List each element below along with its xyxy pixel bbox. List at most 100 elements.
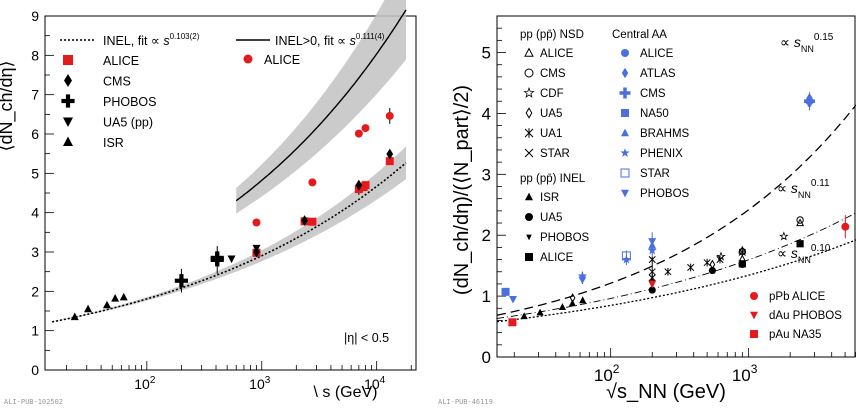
data-point-pp-asterisk	[703, 258, 711, 267]
data-point-isr-triup	[102, 300, 111, 309]
legend-marker-pp-inel-phobos	[526, 234, 532, 241]
left-xtick-label: 103	[249, 375, 271, 392]
legend-label-pp-nsd-alice: ALICE	[540, 48, 574, 60]
legend-marker-alice	[63, 55, 73, 65]
legend-label-alice-inel-gt0: ALICE	[264, 53, 300, 67]
fit-curve-aa	[496, 104, 856, 316]
legend-label-pa-dau-phobos: dAu PHOBOS	[769, 310, 842, 322]
data-point-alice-square	[385, 157, 394, 166]
legend-marker-aa-phobos	[621, 189, 629, 198]
legend-title-central-aa: Central AA	[612, 29, 667, 41]
data-point-isr-triup	[119, 292, 128, 301]
fit-curve-inel	[496, 239, 856, 323]
left-ytick-label: 2	[31, 283, 39, 299]
legend-marker-pp-inel-ua5	[525, 213, 533, 221]
legend-label-pp-inel-phobos: PHOBOS	[540, 232, 590, 244]
legend-label-pp-nsd-cdf: CDF	[540, 88, 564, 100]
legend-marker-alice-inel-gt0	[243, 54, 253, 64]
data-point-aa-cross	[803, 95, 815, 107]
legend-marker-aa-phenix	[620, 148, 630, 157]
data-point-pa-square	[508, 318, 517, 327]
legend-marker-pa-dau-phobos	[750, 311, 758, 320]
legend-marker-aa-brahms	[621, 128, 629, 137]
data-point-phobos-cross	[174, 274, 189, 288]
legend-marker-pa-pau-na35	[750, 330, 758, 338]
data-point-pp-triup-open	[738, 245, 747, 254]
legend-label-pp-inel-ua5: UA5	[540, 212, 562, 224]
legend-marker-pp-nsd-ua5	[525, 107, 533, 119]
data-point-phobos-cross	[210, 251, 224, 265]
right-xtick-label: 103	[732, 362, 758, 385]
legend-label-isr: ISR	[103, 136, 124, 150]
legend-label-aa-cms: CMS	[640, 88, 666, 100]
data-point-pp-circle-open	[738, 247, 747, 256]
legend-marker-aa-na50	[621, 109, 629, 117]
data-point-alice-square	[308, 217, 317, 226]
legend-fit-inel-label: INEL, fit ∝ s0.103(2)	[103, 32, 200, 48]
data-point-pp-star-open	[779, 231, 789, 241]
left-xlabel: \ s (GeV)	[313, 384, 377, 401]
right-xlabel: √s_NN (GeV)	[606, 381, 726, 403]
legend-marker-pa-ppb-alice	[750, 292, 758, 300]
legend-label-cms: CMS	[103, 75, 131, 89]
data-point-aa-star	[647, 245, 657, 255]
data-point-aa-triup	[648, 241, 657, 249]
data-point-pp-asterisk	[716, 255, 724, 264]
data-point-pp-asterisk	[687, 263, 695, 272]
data-point-pp-asterisk	[648, 273, 656, 282]
legend-marker-cms	[64, 74, 72, 87]
data-point-pp-asterisk	[664, 267, 672, 276]
data-point-pa-tridown	[648, 280, 657, 289]
data-point-aa-star	[577, 271, 587, 280]
fit-curve-inel-gt0	[235, 9, 407, 202]
fit-label-0-11: ∝ sNN0.11	[777, 178, 830, 200]
legend-marker-aa-alice	[621, 49, 629, 57]
fit-label-0-10: ∝ sNN0.10	[777, 243, 831, 265]
fit-band-inel	[52, 146, 406, 323]
data-point-pa-circle	[841, 222, 850, 231]
right-ytick-label: 1	[482, 287, 491, 306]
legend-marker-phobos	[61, 94, 75, 108]
legend-title-pp-nsd: pp (pp̄) NSD	[520, 29, 584, 41]
data-point-aa-square	[501, 287, 510, 296]
fit-band-inelgt0	[236, 0, 406, 214]
legend-label-pa-ppb-alice: pPb ALICE	[769, 291, 826, 303]
legend-marker-pp-inel-alice	[525, 253, 533, 261]
fit-curve-nsd	[496, 212, 856, 319]
legend-marker-pp-inel-isr	[525, 192, 533, 201]
legend-label-aa-star: STAR	[640, 168, 670, 180]
data-point-ua5-pp--tridown	[252, 244, 261, 253]
left-chart	[44, 0, 417, 371]
legend-label-aa-atlas: ATLAS	[640, 68, 676, 80]
data-point-alice-circle	[252, 218, 261, 227]
legend-label-aa-phenix: PHENIX	[640, 148, 683, 160]
data-point-pp-triup	[520, 312, 528, 320]
legend-marker-aa-atlas	[621, 67, 629, 79]
data-point-pp-circle	[708, 266, 716, 275]
left-ytick-label: 8	[31, 47, 39, 63]
right-ytick-label: 0	[482, 348, 491, 367]
right-ytick-label: 2	[482, 226, 491, 245]
legend-marker-pp-nsd-alice	[524, 47, 534, 57]
data-point-pp-x	[648, 268, 656, 276]
legend-label-aa-alice: ALICE	[640, 48, 674, 60]
fit-curve-inel	[51, 162, 407, 323]
left-ytick-label: 4	[31, 205, 39, 221]
data-point-aa-tridown	[509, 295, 518, 304]
left-ytick-label: 5	[31, 165, 39, 181]
legend-label-pp-nsd-ua1: UA1	[540, 128, 562, 140]
legend-marker-isr	[63, 136, 73, 146]
data-point-alice-circle	[354, 129, 363, 138]
legend-marker-pp-nsd-cms	[524, 68, 534, 78]
right-ytick-label: 3	[482, 165, 491, 184]
legend-title-pp-inel: pp (pp̄) INEL	[520, 173, 586, 185]
data-point-pp-triup	[568, 299, 577, 307]
data-point-alice-circle	[361, 124, 370, 133]
legend-label-pp-nsd-ua5: UA5	[540, 108, 562, 120]
data-point-pp-triup	[536, 308, 544, 316]
data-point-isr-triup	[84, 304, 93, 313]
legend-label-pp-nsd-star: STAR	[540, 148, 570, 160]
data-point-cms-diamond	[301, 215, 308, 226]
data-point-pp-star-open	[716, 251, 726, 261]
